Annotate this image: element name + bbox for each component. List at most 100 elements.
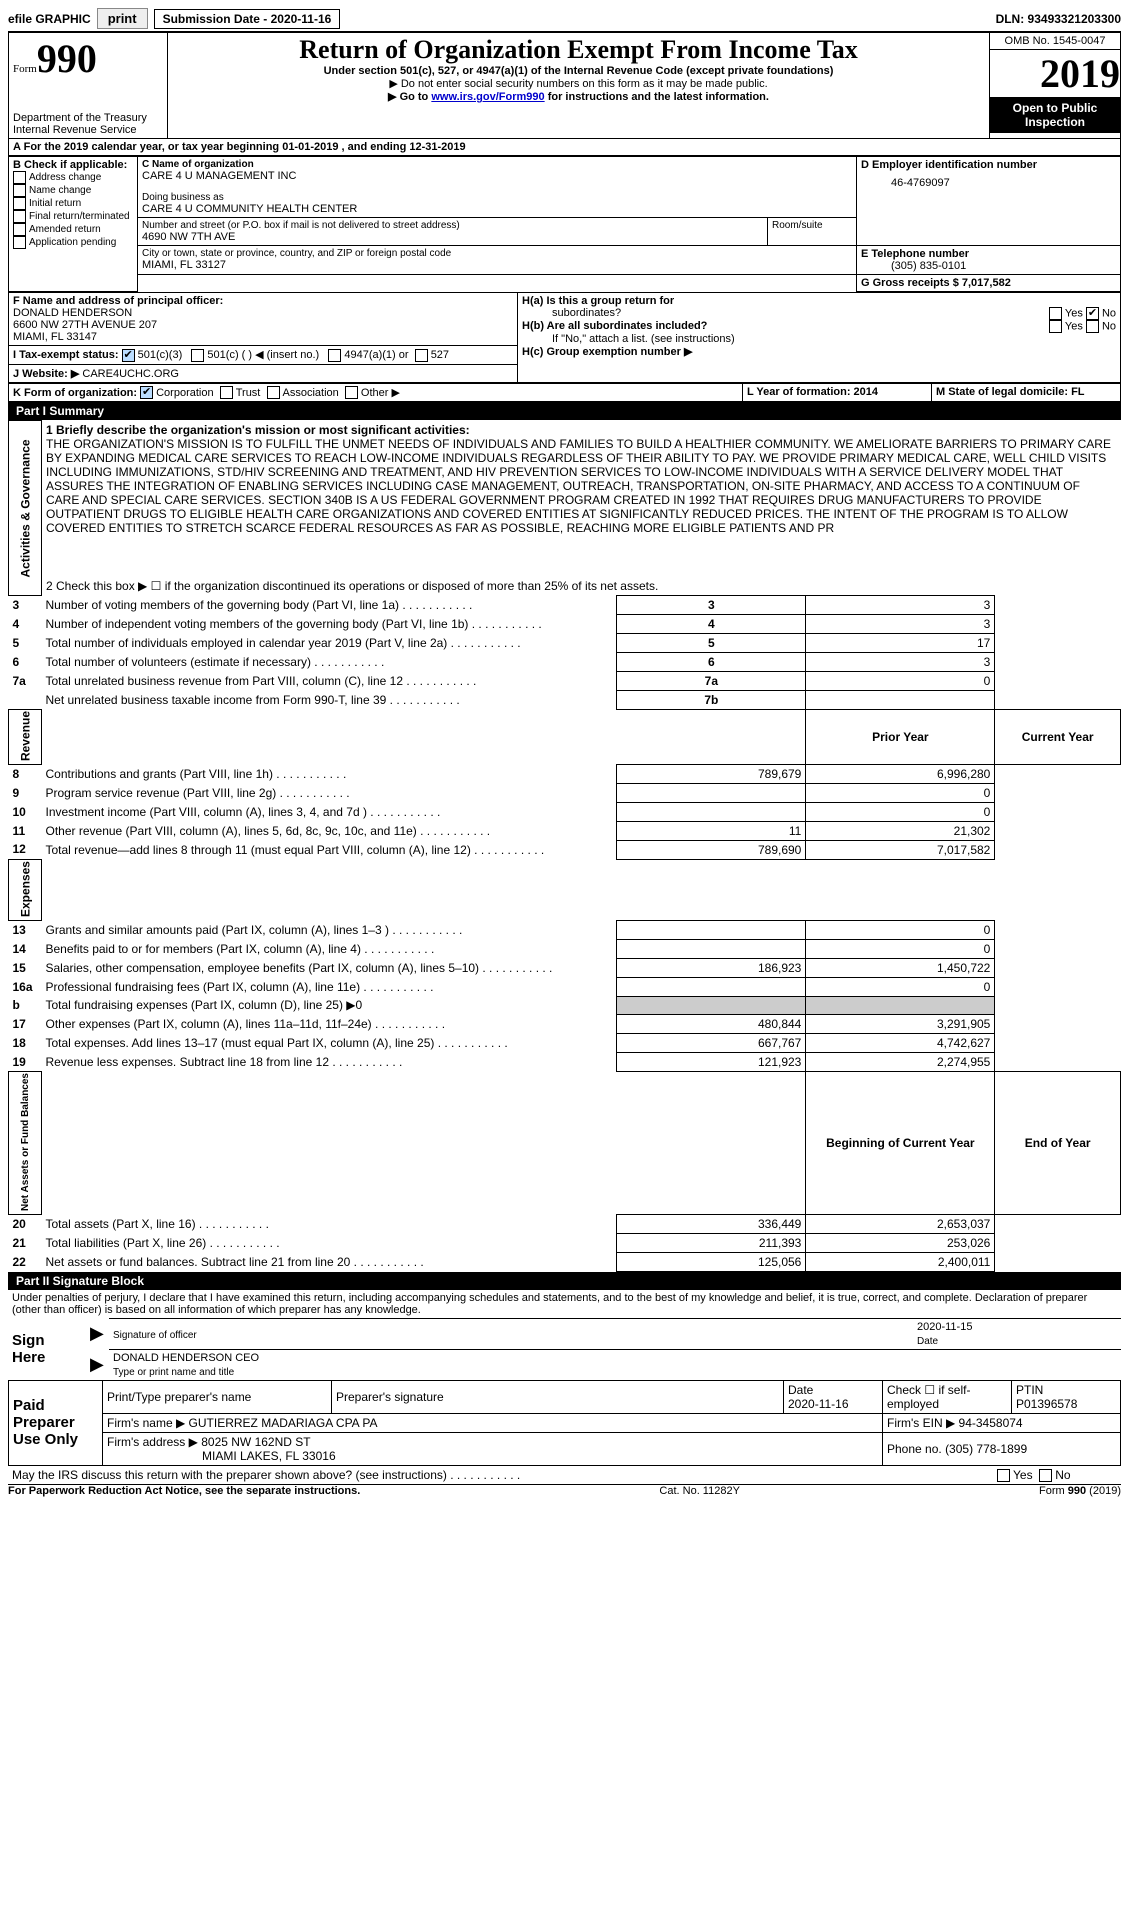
cb-corp[interactable]: ✔ [140, 386, 153, 399]
box-k-lbl: K Form of organization: [13, 387, 137, 399]
financial-row: 12 Total revenue—add lines 8 through 11 … [9, 840, 1121, 859]
efile-label: efile GRAPHIC [8, 12, 91, 26]
box-m: M State of legal domicile: FL [932, 383, 1121, 402]
cb-501c[interactable] [191, 349, 204, 362]
open-public: Open to Public Inspection [990, 97, 1120, 133]
part2-header: Part II Signature Block [8, 1272, 1121, 1290]
summary-line: 4 Number of independent voting members o… [9, 614, 1121, 633]
form-footer: Form 990 (2019) [1039, 1485, 1121, 1497]
room-lbl: Room/suite [772, 220, 852, 231]
financial-row: 13 Grants and similar amounts paid (Part… [9, 920, 1121, 939]
bullet-goto-pre: ▶ Go to [388, 91, 431, 103]
hb-yes[interactable] [1049, 320, 1062, 333]
cb-trust[interactable] [220, 386, 233, 399]
ptin: P01396578 [1016, 1397, 1077, 1411]
firm-city: MIAMI LAKES, FL 33016 [202, 1449, 336, 1463]
submission-date: Submission Date - 2020-11-16 [154, 9, 341, 29]
hb-lbl: H(b) Are all subordinates included? [522, 320, 707, 333]
cb-4947[interactable] [328, 349, 341, 362]
cb-501c3[interactable]: ✔ [122, 349, 135, 362]
self-emp: Check ☐ if self-employed [883, 1380, 1012, 1413]
cb-assoc[interactable] [267, 386, 280, 399]
label-expenses: Expenses [9, 859, 42, 920]
box-f-lbl: F Name and address of principal officer: [13, 295, 513, 307]
form-header: Form990 Department of the Treasury Inter… [8, 32, 1121, 139]
box-c-name-lbl: C Name of organization [142, 159, 852, 170]
perjury-decl: Under penalties of perjury, I declare th… [8, 1290, 1121, 1318]
hb-note: If "No," attach a list. (see instruction… [552, 333, 1116, 345]
summary-line: 6 Total number of volunteers (estimate i… [9, 652, 1121, 671]
firm-ein: 94-3458074 [959, 1416, 1023, 1430]
print-button[interactable]: print [97, 8, 148, 29]
financial-row: 20 Total assets (Part X, line 16) 336,44… [9, 1214, 1121, 1233]
form-number: 990 [37, 36, 97, 81]
ha-no[interactable]: ✔ [1086, 307, 1099, 320]
omb-no: OMB No. 1545-0047 [990, 33, 1120, 50]
financial-row: 21 Total liabilities (Part X, line 26) 2… [9, 1233, 1121, 1252]
org-name: CARE 4 U MANAGEMENT INC [142, 170, 852, 182]
summary-line: 3 Number of voting members of the govern… [9, 595, 1121, 614]
ha-yes[interactable] [1049, 307, 1062, 320]
sign-here-table: Sign Here ▶ Signature of officer 2020-11… [8, 1318, 1121, 1380]
officer-print-name: DONALD HENDERSON CEO [113, 1352, 1117, 1364]
summary-line: 7a Total unrelated business revenue from… [9, 671, 1121, 690]
tax-year: 2019 [990, 50, 1120, 97]
pt-sig-lbl: Preparer's signature [332, 1380, 784, 1413]
dba-lbl: Doing business as [142, 192, 852, 203]
form-label: Form [13, 63, 37, 75]
summary-line: Net unrelated business taxable income fr… [9, 690, 1121, 709]
city: MIAMI, FL 33127 [142, 259, 852, 271]
top-bar: efile GRAPHIC print Submission Date - 20… [8, 8, 1121, 32]
irs-link[interactable]: www.irs.gov/Form990 [431, 91, 544, 103]
city-lbl: City or town, state or province, country… [142, 248, 852, 259]
box-b-option: Address change [13, 171, 133, 184]
col-prior: Prior Year [806, 709, 995, 764]
phone: (305) 835-0101 [891, 260, 1116, 272]
firm-name: GUTIERREZ MADARIAGA CPA PA [189, 1416, 378, 1430]
sig-officer-lbl: Signature of officer [113, 1330, 197, 1341]
box-b-option: Name change [13, 184, 133, 197]
street: 4690 NW 7TH AVE [142, 231, 763, 243]
tax-exempt-lbl: I Tax-exempt status: [13, 349, 119, 361]
financial-row: 18 Total expenses. Add lines 13–17 (must… [9, 1033, 1121, 1052]
cb-527[interactable] [415, 349, 428, 362]
mission-text: THE ORGANIZATION'S MISSION IS TO FULFILL… [46, 437, 1111, 535]
paid-prep: Paid Preparer Use Only [9, 1380, 103, 1465]
q1: 1 Briefly describe the organization's mi… [46, 423, 470, 437]
discuss-yes[interactable] [997, 1469, 1010, 1482]
hb-no[interactable] [1086, 320, 1099, 333]
officer-name: DONALD HENDERSON [13, 307, 513, 319]
financial-row: 8 Contributions and grants (Part VIII, l… [9, 764, 1121, 783]
col-current: Current Year [995, 709, 1121, 764]
website-val: CARE4UCHC.ORG [82, 368, 179, 380]
form-title: Return of Organization Exempt From Incom… [172, 35, 985, 65]
ein: 46-4769097 [891, 177, 1116, 189]
part1-header: Part I Summary [8, 402, 1121, 420]
dept-treasury: Department of the Treasury Internal Reve… [13, 112, 163, 136]
discuss-q: May the IRS discuss this return with the… [12, 1468, 447, 1482]
officer-addr: 6600 NW 27TH AVENUE 207 [13, 319, 513, 331]
financial-row: 10 Investment income (Part VIII, column … [9, 802, 1121, 821]
cat-no: Cat. No. 11282Y [659, 1485, 740, 1497]
website-lbl: J Website: ▶ [13, 368, 79, 380]
street-lbl: Number and street (or P.O. box if mail i… [142, 220, 763, 231]
form-subtitle: Under section 501(c), 527, or 4947(a)(1)… [172, 65, 985, 77]
discuss-no[interactable] [1039, 1469, 1052, 1482]
dba: CARE 4 U COMMUNITY HEALTH CENTER [142, 203, 852, 215]
financial-row: 14 Benefits paid to or for members (Part… [9, 939, 1121, 958]
sign-here: Sign Here [8, 1318, 86, 1380]
dln: DLN: 93493321203300 [996, 12, 1121, 26]
ha-sub: subordinates? [552, 307, 621, 320]
col-begin: Beginning of Current Year [806, 1071, 995, 1214]
box-b-option: Final return/terminated [13, 210, 133, 223]
box-b-option: Application pending [13, 236, 133, 249]
part1-table: Activities & Governance 1 Briefly descri… [8, 420, 1121, 1272]
label-netassets: Net Assets or Fund Balances [9, 1071, 42, 1214]
col-end: End of Year [995, 1071, 1121, 1214]
cb-other[interactable] [345, 386, 358, 399]
box-l: L Year of formation: 2014 [743, 383, 932, 402]
summary-line: 5 Total number of individuals employed i… [9, 633, 1121, 652]
pt-name-lbl: Print/Type preparer's name [103, 1380, 332, 1413]
hc-lbl: H(c) Group exemption number ▶ [522, 345, 1116, 358]
box-b-label: B Check if applicable: [13, 159, 133, 171]
